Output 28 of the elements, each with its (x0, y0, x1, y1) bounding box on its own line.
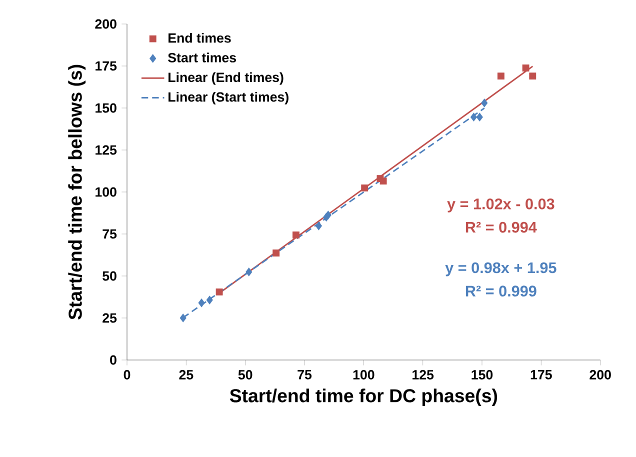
y-tick-label: 150 (96, 103, 116, 113)
x-tick-label: 0 (124, 370, 130, 380)
y-tick-label: 75 (102, 229, 117, 239)
x-tick-label: 125 (412, 370, 434, 380)
annotation: R² = 0.994 (466, 222, 537, 233)
x-tick-label: 75 (298, 370, 312, 380)
y-tick-label: 0 (110, 355, 116, 365)
x-axis-title: Start/end time for DC phase(s) (230, 388, 498, 406)
legend-label: End times (168, 32, 231, 43)
x-tick-label: 200 (590, 370, 611, 380)
y-tick-label: 125 (96, 145, 117, 155)
x-tick-label: 175 (530, 370, 552, 380)
legend-label: Linear (Start times) (168, 92, 288, 104)
y-tick-label: 50 (102, 271, 116, 281)
y-tick-label: 175 (96, 61, 117, 71)
y-axis-title: Start/end time for bellows (s) (68, 64, 86, 320)
y-tick-label: 25 (102, 313, 117, 323)
annotation: y = 1.02x - 0.03 (447, 198, 554, 212)
legend-label: Linear (End times) (168, 72, 284, 85)
x-tick-label: 150 (472, 370, 493, 380)
legend-label: Start times (168, 52, 236, 62)
annotation: y = 0.98x + 1.95 (445, 262, 556, 276)
y-tick-label: 200 (95, 19, 116, 29)
x-tick-label: 50 (238, 370, 252, 380)
annotation: R² = 0.999 (466, 286, 536, 297)
x-tick-label: 25 (179, 370, 194, 380)
x-tick-label: 100 (353, 370, 374, 380)
y-tick-label: 100 (96, 187, 116, 197)
